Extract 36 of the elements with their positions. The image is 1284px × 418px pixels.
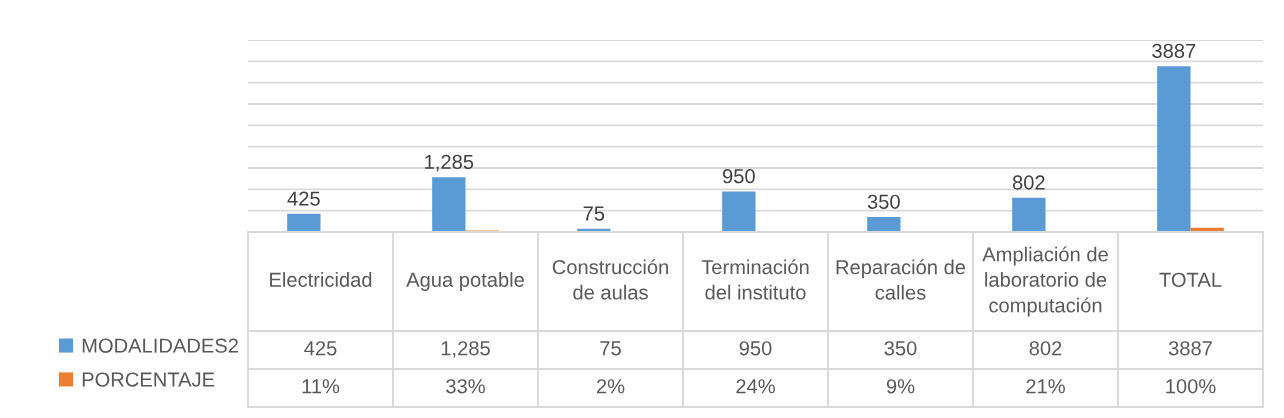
bar (432, 177, 466, 232)
annotation: 350 (867, 194, 900, 209)
data-label: 9% (886, 379, 915, 394)
annotation: 802 (1012, 175, 1045, 190)
data-label: 21% (1026, 379, 1065, 394)
x-tick-label: TOTAL (1159, 272, 1222, 287)
data-label: 33% (446, 379, 485, 394)
data-label: 75 (600, 341, 621, 356)
bar (867, 217, 901, 232)
data-label: 950 (739, 341, 772, 356)
data-label: 1,285 (441, 341, 490, 358)
data-label: 802 (1029, 341, 1062, 356)
data-label: 11% (302, 379, 340, 394)
data-label: 24% (736, 379, 775, 394)
annotation: 75 (583, 206, 605, 221)
data-label: 2% (596, 379, 625, 394)
x-tick-label: Construcción de aulas (552, 259, 668, 300)
x-tick-label: Agua potable (406, 272, 524, 291)
annotation: 1,285 (425, 154, 474, 172)
legend-label: MODALIDADES2 (82, 338, 238, 353)
annotation: 3887 (1152, 43, 1196, 59)
data-label: 3887 (1168, 341, 1212, 356)
legend-label: PORCENTAJE (82, 372, 215, 387)
x-tick-label: Electricidad (270, 272, 372, 287)
x-tick-label: Terminación del instituto (701, 259, 809, 300)
x-tick-label: Reparación de calles (836, 259, 966, 300)
bar (1157, 66, 1191, 232)
bar (722, 191, 756, 232)
x-tick-label: Ampliación de laboratorio de computación (982, 246, 1108, 317)
data-label: 425 (304, 341, 337, 356)
data-label: 350 (884, 341, 917, 356)
annotation: 950 (722, 169, 755, 184)
annotation: 425 (287, 191, 320, 206)
data-label: 100% (1166, 379, 1216, 394)
bar (287, 213, 321, 232)
bar (1012, 197, 1046, 232)
